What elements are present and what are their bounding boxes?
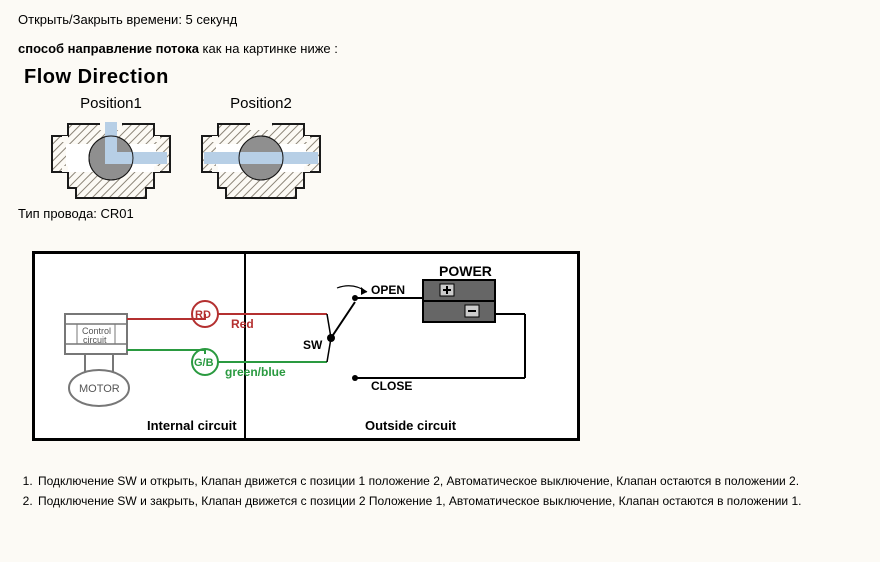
greenblue-label: green/blue xyxy=(225,365,286,379)
wiring-diagram: Control circuit MOTOR RD Red G/B green/b… xyxy=(32,251,580,441)
valve-position1-svg xyxy=(48,114,174,200)
position2-label: Position2 xyxy=(198,95,324,112)
flow-direction-title: Flow Direction xyxy=(24,66,862,89)
wiring-svg: Control circuit MOTOR RD Red G/B green/b… xyxy=(35,254,577,438)
motor-label: MOTOR xyxy=(79,383,120,395)
gb-label: G/B xyxy=(194,357,214,369)
rd-label: RD xyxy=(195,309,211,321)
flow-method-bold: способ направление потока xyxy=(18,41,199,56)
red-label: Red xyxy=(231,317,254,331)
flow-position1: Position1 xyxy=(48,95,174,200)
flow-position2: Position2 xyxy=(198,95,324,200)
position1-label: Position1 xyxy=(48,95,174,112)
close-label: CLOSE xyxy=(371,379,412,393)
note-2: Подключение SW и закрыть, Клапан движетс… xyxy=(36,491,862,511)
note-1: Подключение SW и открыть, Клапан движетс… xyxy=(36,471,862,491)
outside-circuit-label: Outside circuit xyxy=(365,418,457,433)
flow-method-rest: как на картинке ниже : xyxy=(199,41,338,56)
circuit-label: circuit xyxy=(83,335,107,345)
flow-method-line: способ направление потока как на картинк… xyxy=(18,41,862,56)
internal-circuit-label: Internal circuit xyxy=(147,418,237,433)
notes-list: Подключение SW и открыть, Клапан движетс… xyxy=(18,471,862,512)
power-label: POWER xyxy=(439,263,492,279)
wire-type: Тип провода: CR01 xyxy=(18,206,862,221)
sw-label: SW xyxy=(303,338,323,352)
flow-diagram-row: Position1 xyxy=(48,95,862,200)
valve-position2-svg xyxy=(198,114,324,200)
open-label: OPEN xyxy=(371,283,405,297)
open-close-time: Открыть/Закрыть времени: 5 секунд xyxy=(18,12,862,27)
